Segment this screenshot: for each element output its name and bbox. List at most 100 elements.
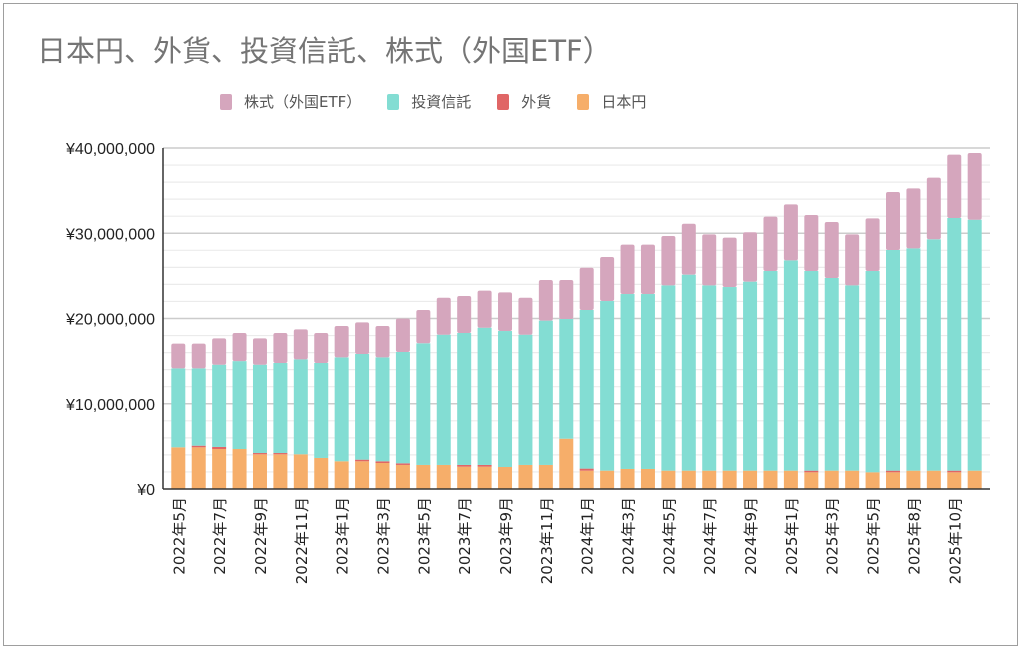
bar-segment-jpy xyxy=(375,462,390,489)
x-tick-label: 2023年9月 xyxy=(497,497,515,575)
bar-segment-fund xyxy=(947,217,962,471)
bar-segment-fund xyxy=(538,320,553,465)
bar-segment-jpy xyxy=(865,472,880,489)
bar-segment-etf xyxy=(763,216,778,272)
legend-swatch xyxy=(220,93,232,110)
bar-segment-etf xyxy=(191,343,206,369)
x-tick-label: 2024年7月 xyxy=(701,497,719,575)
bar-segment-fund xyxy=(395,352,410,464)
bar-segment-fund xyxy=(804,271,819,471)
x-tick-label: 2022年11月 xyxy=(293,497,311,584)
legend-item-fund[interactable]: 投資信託 xyxy=(387,91,471,112)
bar-segment-fund xyxy=(375,357,390,462)
bar-segment-fund xyxy=(191,368,206,446)
bar-segment-etf xyxy=(518,297,533,335)
legend-label: 日本円 xyxy=(601,93,647,111)
bar-segment-fx xyxy=(886,470,900,473)
bar-segment-jpy xyxy=(926,470,941,489)
x-tick-label: 2023年7月 xyxy=(456,497,474,575)
bar-segment-jpy xyxy=(232,449,247,489)
bar-segment-fund xyxy=(722,287,737,471)
bar-segment-fund xyxy=(620,294,635,469)
bar-segment-jpy xyxy=(477,466,492,489)
bar-segment-fund xyxy=(293,359,308,455)
bar-segment-jpy xyxy=(436,464,451,489)
bar-segment-fund xyxy=(477,327,492,465)
bar-segment-jpy xyxy=(824,470,839,489)
bar-segment-fund xyxy=(783,260,798,471)
y-tick-label: ¥10,000,000 xyxy=(65,397,155,414)
bar-segment-jpy xyxy=(743,470,758,489)
bar-segment-jpy xyxy=(804,472,819,489)
x-tick-label: 2022年7月 xyxy=(211,497,229,575)
bar-segment-fx xyxy=(579,468,594,471)
legend-label: 外貨 xyxy=(521,93,552,111)
bar-segment-jpy xyxy=(457,466,472,489)
bar-segment-fund xyxy=(518,334,533,465)
bar-segment-etf xyxy=(824,221,839,279)
x-tick-label: 2023年5月 xyxy=(415,497,433,575)
x-tick-label: 2024年1月 xyxy=(579,497,597,575)
y-tick-label: ¥40,000,000 xyxy=(65,141,155,158)
bar-segment-jpy xyxy=(212,449,227,489)
x-tick-label: 2024年3月 xyxy=(620,497,638,575)
bar-segment-etf xyxy=(845,234,860,286)
bar-segment-fund xyxy=(845,285,860,471)
bar-segment-fund xyxy=(865,271,880,473)
legend: 株式（外国ETF） 投資信託 外貨 日本円 xyxy=(220,91,672,112)
legend-item-jpy[interactable]: 日本円 xyxy=(577,91,646,112)
bar-segment-etf xyxy=(579,267,594,310)
bar-segment-etf xyxy=(355,322,370,354)
bar-segment-etf xyxy=(620,244,635,295)
bar-segment-jpy xyxy=(702,470,717,489)
bar-segment-fund xyxy=(886,249,900,471)
bar-segment-etf xyxy=(416,309,431,344)
bar-segment-fx xyxy=(212,446,227,450)
x-tick-label: 2024年9月 xyxy=(742,497,760,575)
bar-segment-jpy xyxy=(661,470,676,489)
bar-segment-fund xyxy=(579,309,594,469)
bar-segment-etf xyxy=(334,326,349,358)
bar-segment-fund xyxy=(334,357,349,462)
bar-segment-fx xyxy=(375,461,390,463)
bar-segment-jpy xyxy=(395,464,410,489)
legend-item-etf[interactable]: 株式（外国ETF） xyxy=(220,91,361,112)
bar-segment-etf xyxy=(906,188,921,249)
bar-segment-jpy xyxy=(171,447,186,489)
bar-segment-jpy xyxy=(538,464,553,489)
bar-segment-jpy xyxy=(518,464,533,489)
bar-segment-fund xyxy=(559,319,574,439)
x-tick-label: 2025年1月 xyxy=(783,497,801,575)
bar-segment-jpy xyxy=(252,454,267,489)
bar-segment-etf xyxy=(538,279,553,321)
bar-segment-fund xyxy=(824,278,839,471)
bar-segment-jpy xyxy=(640,468,655,489)
bar-segment-fx xyxy=(355,459,370,462)
bar-segment-fund xyxy=(661,285,676,471)
x-tick-label: 2022年5月 xyxy=(170,497,188,575)
bar-segment-etf xyxy=(783,204,798,261)
bar-segment-fund xyxy=(355,353,370,460)
bar-segment-fund xyxy=(702,285,717,471)
bar-segment-fx xyxy=(457,464,472,467)
bar-segment-fx xyxy=(252,453,267,455)
bar-segment-etf xyxy=(804,215,819,272)
bar-segment-fund xyxy=(416,343,431,465)
chart-title: 日本円、外貨、投資信託、株式（外国ETF） xyxy=(37,34,612,68)
bar-segment-fund xyxy=(763,271,778,471)
bar-segment-fund xyxy=(600,301,615,471)
bar-segment-etf xyxy=(436,297,451,335)
x-tick-label: 2023年1月 xyxy=(334,497,352,575)
bar-segment-fund xyxy=(640,294,655,469)
legend-item-fx[interactable]: 外貨 xyxy=(497,91,551,112)
bar-segment-jpy xyxy=(498,467,513,489)
x-tick-label: 2022年9月 xyxy=(252,497,270,575)
bar-segment-fund xyxy=(926,239,941,471)
bar-segment-jpy xyxy=(947,472,962,489)
legend-label: 投資信託 xyxy=(411,93,472,111)
bar-segment-jpy xyxy=(191,447,206,489)
bar-segment-etf xyxy=(457,295,472,333)
legend-swatch xyxy=(497,93,510,110)
bar-segment-jpy xyxy=(559,438,574,489)
